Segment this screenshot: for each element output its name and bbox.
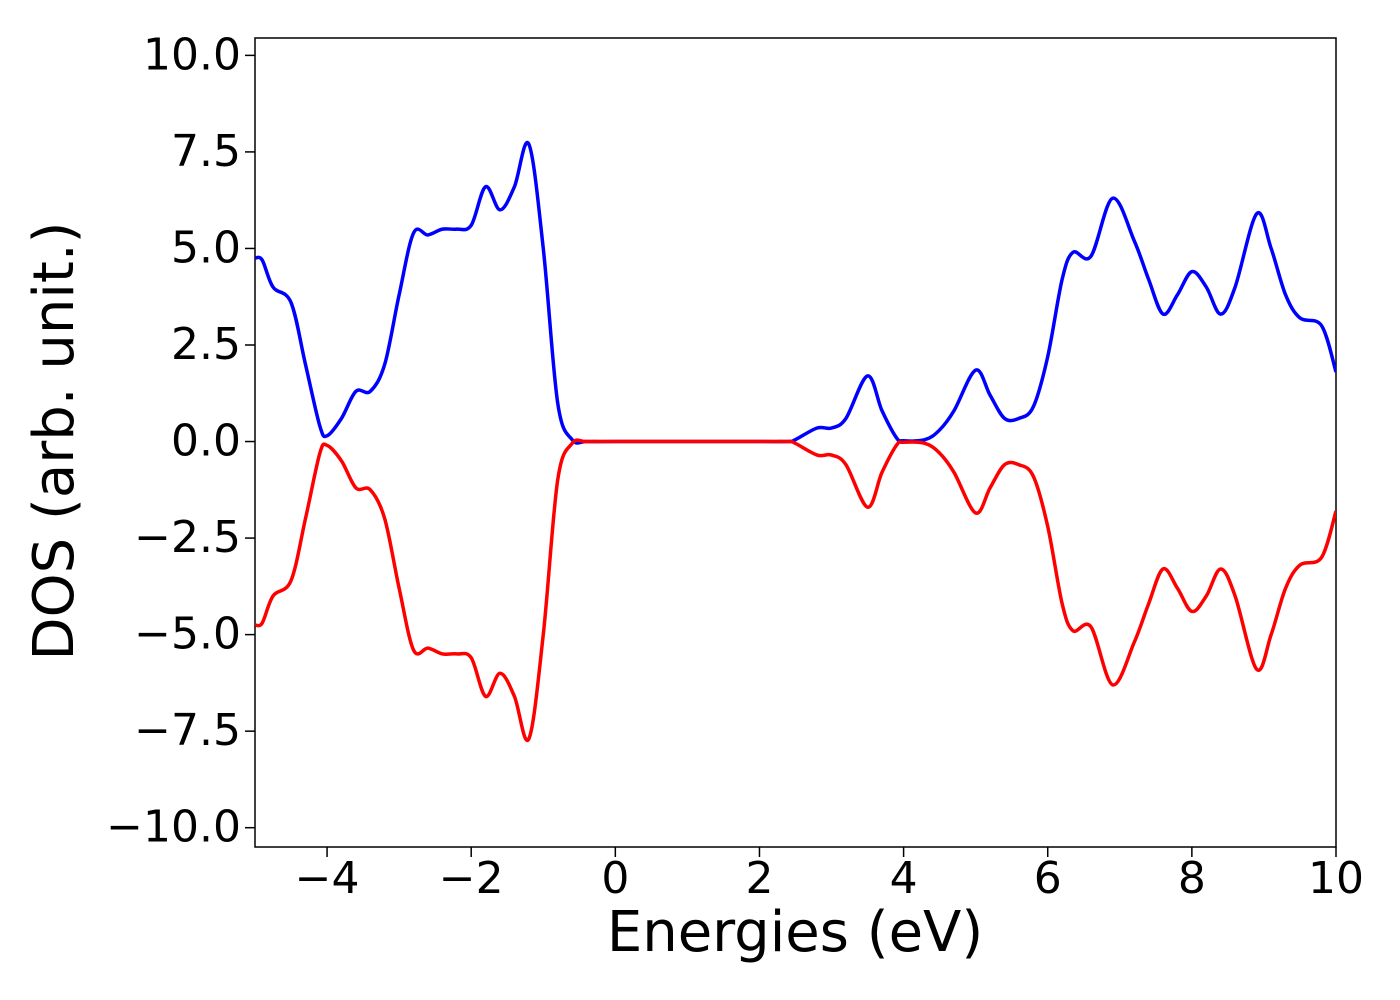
x-tick-label: 8	[1178, 853, 1206, 904]
y-tick-label: −5.0	[134, 609, 241, 660]
y-tick-label: −2.5	[134, 512, 241, 563]
plot-frame	[254, 37, 1337, 848]
x-tick-label: 4	[890, 853, 918, 904]
y-tick-label: 5.0	[171, 222, 241, 273]
y-tick-label: −7.5	[134, 705, 241, 756]
x-tick-label: 2	[745, 853, 773, 904]
y-axis-label: DOS (arb. unit.)	[22, 221, 87, 660]
y-tick-label: 0.0	[171, 416, 241, 467]
x-tick-label: −2	[439, 853, 504, 904]
x-tick-label: 6	[1034, 853, 1062, 904]
y-tick-label: −10.0	[106, 802, 241, 853]
y-tick-label: 10.0	[143, 29, 241, 80]
x-tick-label: 0	[601, 853, 629, 904]
line-series	[255, 140, 1336, 445]
line-series	[255, 438, 1336, 743]
x-tick-label: −4	[295, 853, 360, 904]
y-tick-label: 2.5	[171, 319, 241, 370]
x-tick-label: 10	[1308, 853, 1364, 904]
x-axis-label: Energies (eV)	[607, 900, 983, 965]
y-tick-label: 7.5	[171, 126, 241, 177]
